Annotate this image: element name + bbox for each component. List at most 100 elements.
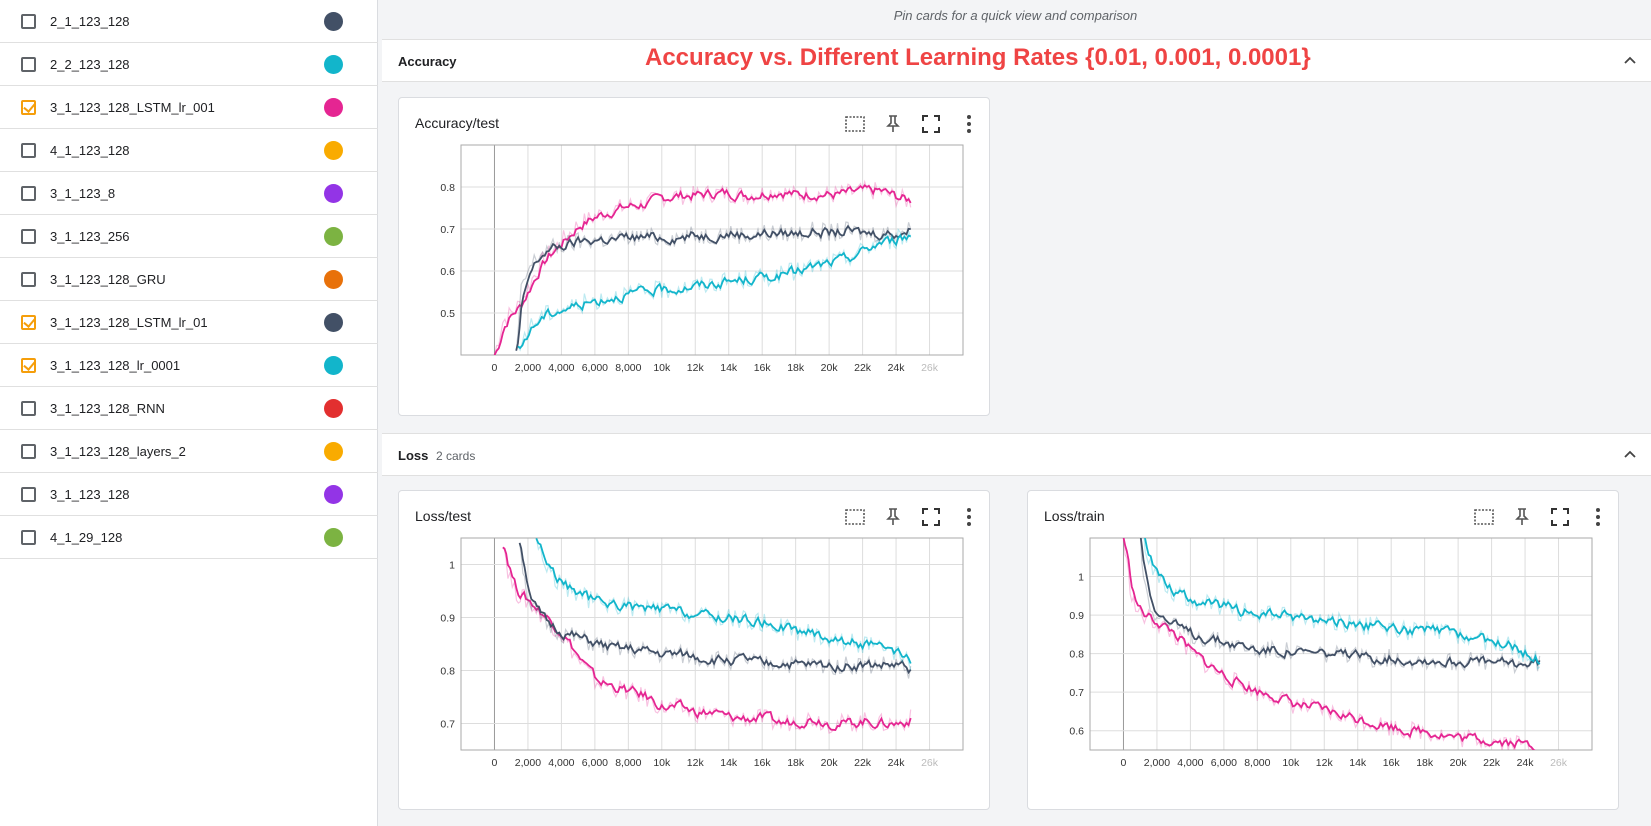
more-vert-icon[interactable]	[1586, 505, 1610, 529]
x-tick-label: 18k	[1416, 757, 1434, 769]
y-tick-label: 0.8	[440, 182, 455, 194]
run-row[interactable]: 2_1_123_128	[0, 0, 378, 43]
run-checkbox[interactable]	[21, 444, 36, 459]
run-checkbox[interactable]	[21, 401, 36, 416]
fullscreen-icon[interactable]	[1548, 505, 1572, 529]
run-checkbox[interactable]	[21, 487, 36, 502]
run-checkbox[interactable]	[21, 100, 36, 115]
run-row[interactable]: 4_1_123_128	[0, 129, 378, 172]
fullscreen-icon[interactable]	[919, 505, 943, 529]
more-vert-icon[interactable]	[957, 112, 981, 136]
chart-plot[interactable]: 0.7 0.8 0.9 1 0 2,000 4,000 6,000 8,000 10k 12k 14k…	[399, 491, 991, 811]
x-tick-label: 0	[1121, 757, 1127, 769]
accuracy-group-header[interactable]: Accuracy	[382, 39, 1651, 82]
x-tick-label: 26k	[921, 362, 939, 374]
run-color-swatch[interactable]	[324, 184, 343, 203]
series-line[interactable]	[1144, 529, 1541, 665]
more-vert-icon[interactable]	[957, 505, 981, 529]
y-tick-label: 0.6	[1069, 726, 1084, 738]
loss-group-header[interactable]: Loss 2 cards	[382, 433, 1651, 476]
chevron-up-icon[interactable]	[1623, 447, 1637, 461]
x-tick-label: 12k	[687, 757, 705, 769]
series-raw-line	[493, 179, 912, 355]
run-checkbox[interactable]	[21, 186, 36, 201]
run-color-swatch[interactable]	[324, 356, 343, 375]
pin-icon[interactable]	[881, 112, 905, 136]
run-color-swatch[interactable]	[324, 270, 343, 289]
run-label: 3_1_123_128_lr_0001	[50, 358, 181, 373]
x-tick-label: 24k	[1517, 757, 1535, 769]
series-line[interactable]	[517, 233, 912, 350]
run-checkbox[interactable]	[21, 14, 36, 29]
run-row[interactable]: 3_1_123_128_lr_0001	[0, 344, 378, 387]
run-row[interactable]: 3_1_123_8	[0, 172, 378, 215]
fullscreen-icon[interactable]	[919, 112, 943, 136]
pin-icon[interactable]	[1510, 505, 1534, 529]
run-color-swatch[interactable]	[324, 485, 343, 504]
fit-domain-icon[interactable]	[1472, 505, 1496, 529]
chevron-up-icon[interactable]	[1623, 53, 1637, 67]
pin-icon[interactable]	[881, 505, 905, 529]
series-line[interactable]	[515, 224, 911, 351]
run-checkbox[interactable]	[21, 315, 36, 330]
run-color-swatch[interactable]	[324, 313, 343, 332]
run-color-swatch[interactable]	[324, 98, 343, 117]
chart-plot[interactable]: 0.6 0.7 0.8 0.9 1 0 2,000 4,000 6,000 8,000 10k 12k…	[1028, 491, 1620, 811]
series-line[interactable]	[535, 538, 912, 664]
group-title: Accuracy	[398, 54, 457, 69]
chart-title: Accuracy/test	[415, 115, 500, 131]
run-row[interactable]: 2_2_123_128	[0, 43, 378, 86]
x-tick-label: 22k	[1483, 757, 1501, 769]
fit-domain-icon[interactable]	[843, 505, 867, 529]
x-tick-label: 22k	[854, 362, 872, 374]
y-tick-label: 1	[1078, 572, 1084, 584]
series-line[interactable]	[502, 546, 912, 731]
run-color-swatch[interactable]	[324, 399, 343, 418]
run-color-swatch[interactable]	[324, 528, 343, 547]
chart-plot[interactable]: 0.5 0.6 0.7 0.8 0 2,000 4,000 6,000 8,000 10k 12k 1…	[399, 98, 991, 418]
run-checkbox[interactable]	[21, 530, 36, 545]
x-tick-label: 14k	[1349, 757, 1367, 769]
series-line[interactable]	[518, 542, 912, 675]
run-checkbox[interactable]	[21, 143, 36, 158]
run-color-swatch[interactable]	[324, 12, 343, 31]
run-checkbox[interactable]	[21, 57, 36, 72]
run-row[interactable]: 3_1_123_128_LSTM_lr_001	[0, 86, 378, 129]
series-line[interactable]	[1122, 538, 1540, 753]
run-row[interactable]: 3_1_123_128	[0, 473, 378, 516]
x-tick-label: 4,000	[548, 362, 574, 374]
x-tick-label: 10k	[653, 362, 671, 374]
chart-title: Loss/test	[415, 508, 472, 524]
series-raw-line	[1143, 538, 1541, 671]
y-tick-label: 1	[449, 560, 455, 572]
x-tick-label: 16k	[1383, 757, 1401, 769]
run-row[interactable]: 3_1_123_128_layers_2	[0, 430, 378, 473]
run-checkbox[interactable]	[21, 229, 36, 244]
run-row[interactable]: 3_1_123_128_RNN	[0, 387, 378, 430]
x-tick-label: 20k	[1450, 757, 1468, 769]
run-color-swatch[interactable]	[324, 55, 343, 74]
x-tick-label: 24k	[888, 757, 906, 769]
chart-card-accuracy-test: Accuracy/test 0.5 0.6 0.7 0.8 0 2,000 4,000 6,00…	[398, 97, 990, 416]
run-row[interactable]: 3_1_123_128_LSTM_lr_01	[0, 301, 378, 344]
run-checkbox[interactable]	[21, 272, 36, 287]
x-tick-label: 24k	[888, 362, 906, 374]
x-tick-label: 16k	[754, 362, 772, 374]
runs-sidebar: 2_1_123_128 2_2_123_128 3_1_123_128_LSTM_l…	[0, 0, 378, 826]
series-line[interactable]	[493, 184, 912, 355]
annotation-text: Accuracy vs. Different Learning Rates {0…	[645, 44, 1311, 71]
run-color-swatch[interactable]	[324, 442, 343, 461]
y-tick-label: 0.8	[1069, 649, 1084, 661]
run-label: 2_2_123_128	[50, 57, 130, 72]
main-panel: Pin cards for a quick view and compariso…	[380, 0, 1651, 826]
run-row[interactable]: 4_1_29_128	[0, 516, 378, 559]
run-label: 3_1_123_128_LSTM_lr_001	[50, 100, 215, 115]
run-row[interactable]: 3_1_123_128_GRU	[0, 258, 378, 301]
series-line[interactable]	[1139, 533, 1541, 669]
x-tick-label: 10k	[1282, 757, 1300, 769]
run-color-swatch[interactable]	[324, 227, 343, 246]
run-color-swatch[interactable]	[324, 141, 343, 160]
run-row[interactable]: 3_1_123_256	[0, 215, 378, 258]
fit-domain-icon[interactable]	[843, 112, 867, 136]
run-checkbox[interactable]	[21, 358, 36, 373]
